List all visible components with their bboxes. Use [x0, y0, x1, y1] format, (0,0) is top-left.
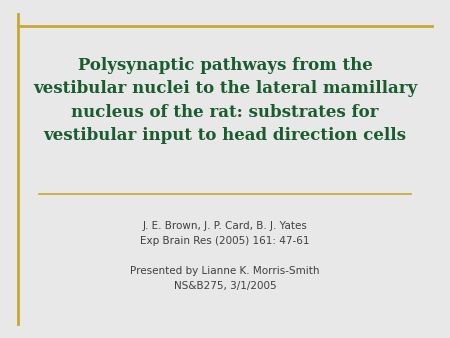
Text: Polysynaptic pathways from the
vestibular nuclei to the lateral mamillary
nucleu: Polysynaptic pathways from the vestibula…	[33, 57, 417, 144]
Text: J. E. Brown, J. P. Card, B. J. Yates
Exp Brain Res (2005) 161: 47-61

Presented : J. E. Brown, J. P. Card, B. J. Yates Exp…	[130, 221, 320, 291]
